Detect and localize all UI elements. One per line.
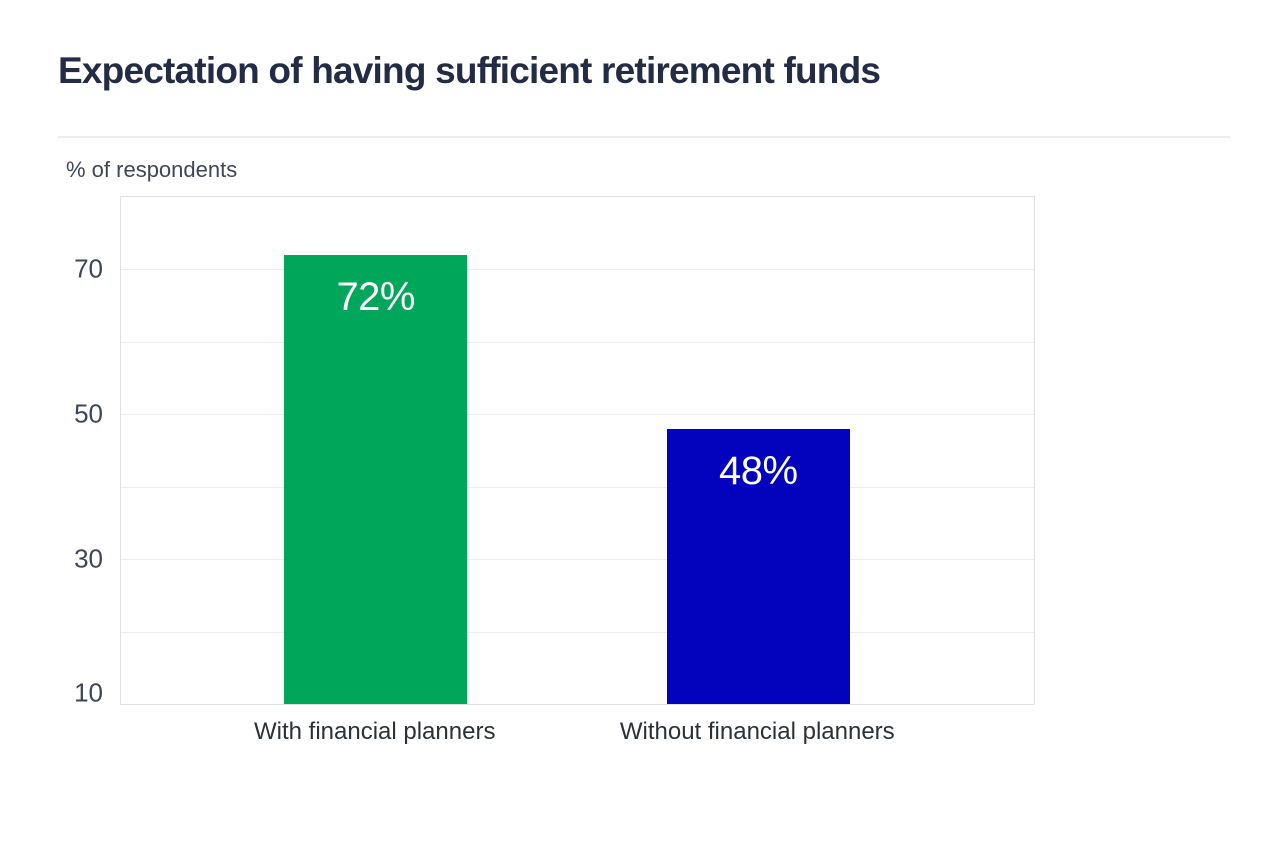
gridline-40 [121,486,1034,488]
category-label-1: With financial planners [253,718,496,745]
y-axis-title: % of respondents [66,157,238,182]
y-tick-label-10: 10 [74,677,103,708]
bar-with-financial-planners: 72% [283,254,468,704]
gridline-50 [121,414,1034,416]
bar-value-label: 48% [718,448,798,493]
bar-without-financial-planners: 48% [666,428,851,704]
bar-value-label: 72% [336,274,415,319]
title-divider [58,136,1230,138]
plot-area: 70 50 30 10 72% 48% [74,196,1035,708]
gridline-60 [121,341,1034,343]
gridline-70 [121,269,1034,271]
y-tick-label-70: 70 [74,253,103,284]
y-tick-label-30: 30 [74,543,103,574]
chart-title: Expectation of having sufficient retirem… [58,50,881,91]
category-label-2: Without financial planners [619,718,895,745]
y-tick-label-50: 50 [74,398,103,429]
gridline-20 [121,631,1034,633]
gridline-30 [121,559,1034,561]
